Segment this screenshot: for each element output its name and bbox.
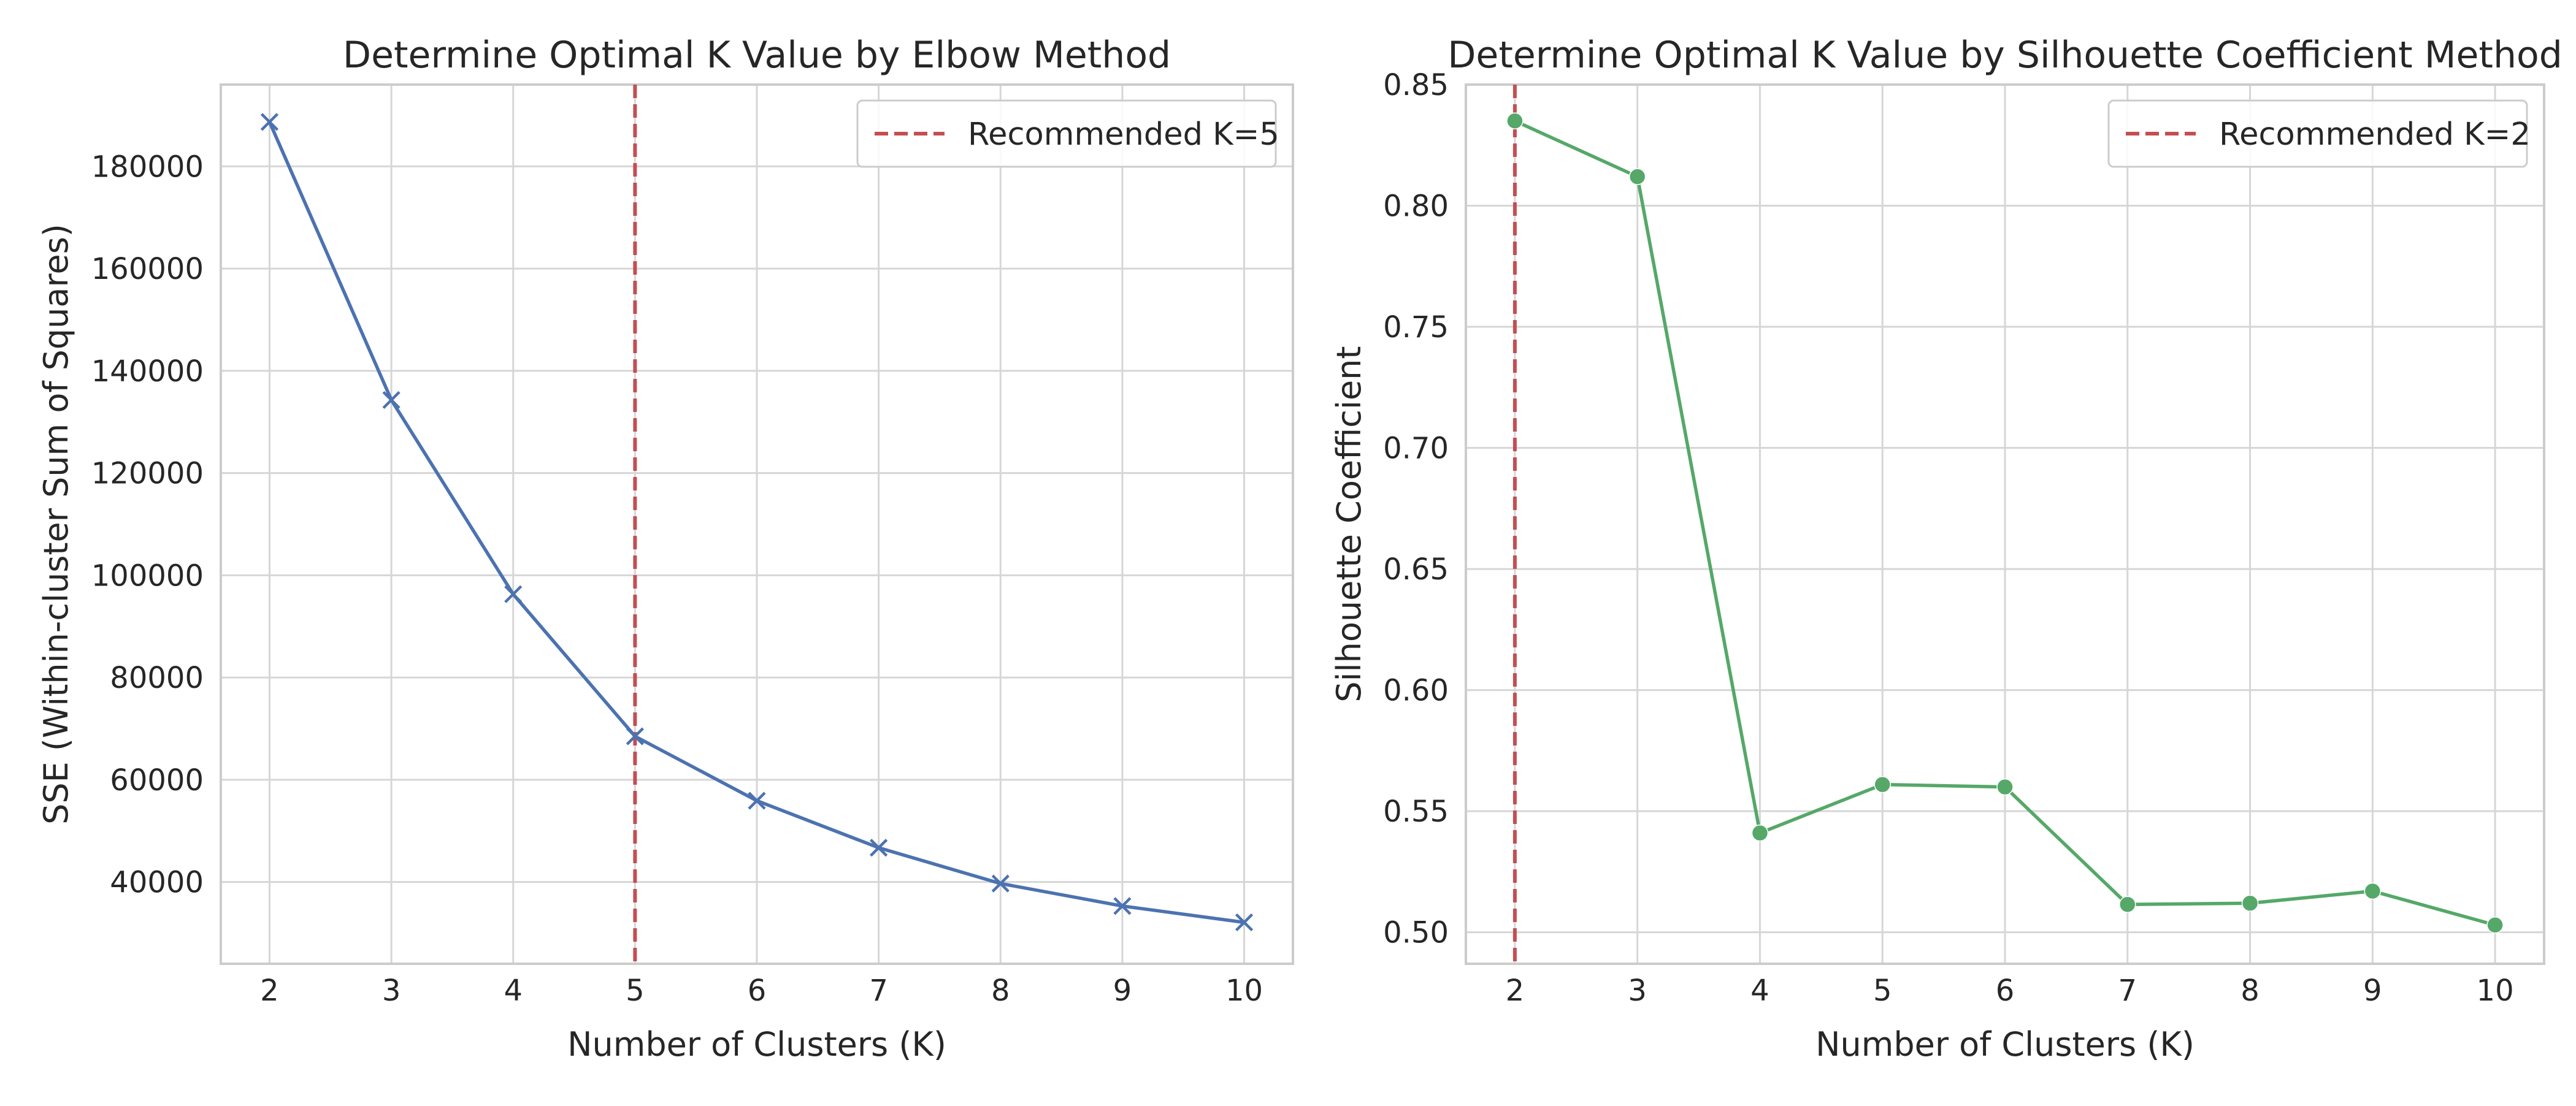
data-point-marker: [748, 791, 766, 810]
chart-panel-2: 2 3 4 5 6 7 8 9 10 0.50 0.55 0.60 0.65 0.70 0.75 0.80 0.…: [1330, 34, 2563, 1064]
x-tick-label: 6: [1996, 974, 2015, 1008]
marker-stroke: [260, 113, 279, 131]
plot-frame: [1465, 83, 2545, 965]
data-point-marker: [260, 113, 279, 131]
marker-stroke: [1235, 913, 1254, 932]
data-point-marker: [1628, 168, 1646, 185]
data-point-marker: [991, 874, 1010, 893]
x-tick-label: 7: [2118, 974, 2137, 1008]
x-tick-label: 5: [1873, 974, 1892, 1008]
y-tick-label: 60000: [110, 763, 204, 798]
legend-box: [2107, 99, 2528, 168]
y-tick-label: 0.50: [1383, 916, 1449, 950]
y-tick-label: 180000: [91, 150, 204, 184]
y-tick-label: 120000: [91, 457, 204, 491]
chart-panel-1: 2 3 4 5 6 7 8 9 10 40000 60000 80000 100000 120000 140…: [37, 34, 1294, 1064]
marker-stroke: [626, 727, 644, 746]
x-tick-label: 2: [1506, 974, 1525, 1008]
data-point-marker: [1751, 824, 1769, 842]
x-tick-label: 9: [1113, 974, 1132, 1008]
marker-stroke: [382, 391, 401, 409]
legend: Recommended K=5: [856, 99, 1279, 168]
x-tick-label: 3: [382, 974, 401, 1008]
y-tick-label: 160000: [91, 252, 204, 286]
y-tick-label: 0.70: [1383, 432, 1449, 466]
data-point-marker: [1996, 778, 2014, 796]
data-point-marker: [870, 839, 888, 857]
data-point-marker: [504, 585, 523, 603]
x-tick-label: 2: [260, 974, 279, 1008]
chart-title: Determine Optimal K Value by Elbow Metho…: [343, 34, 1171, 77]
marker-stroke: [1113, 897, 1132, 915]
x-tick-label: 5: [626, 974, 645, 1008]
y-tick-label: 0.85: [1383, 68, 1449, 102]
data-point-marker: [626, 727, 644, 746]
marker-stroke: [504, 585, 523, 603]
x-axis-label: Number of Clusters (K): [1815, 1025, 2195, 1064]
chart-title: Determine Optimal K Value by Silhouette …: [1447, 34, 2563, 77]
legend: Recommended K=2: [2107, 99, 2531, 168]
y-axis-label: Silhouette Coefficient: [1330, 346, 1368, 702]
plot-frame: [220, 83, 1294, 965]
x-tick-label: 6: [748, 974, 767, 1008]
x-tick-label: 7: [869, 974, 888, 1008]
x-tick-label: 4: [1750, 974, 1769, 1008]
marker-stroke: [748, 791, 766, 810]
x-axis-label: Number of Clusters (K): [567, 1025, 946, 1064]
y-tick-label: 0.80: [1383, 189, 1449, 224]
x-tick-label: 4: [504, 974, 523, 1008]
data-point-marker: [2364, 882, 2382, 900]
data-point-marker: [1113, 897, 1132, 915]
y-tick-label: 140000: [91, 354, 204, 389]
data-point-marker: [2486, 917, 2504, 934]
y-tick-label: 0.65: [1383, 552, 1449, 587]
data-point-marker: [2241, 894, 2259, 912]
x-tick-label: 8: [991, 974, 1010, 1008]
x-tick-label: 3: [1628, 974, 1647, 1008]
x-tick-label: 9: [2363, 974, 2382, 1008]
legend-box: [856, 99, 1277, 168]
y-tick-label: 40000: [110, 866, 204, 900]
data-point-marker: [1506, 112, 1524, 130]
y-tick-label: 80000: [110, 661, 204, 695]
legend-label: Recommended K=2: [2219, 116, 2531, 153]
y-tick-label: 0.60: [1383, 674, 1449, 708]
data-point-marker: [382, 391, 401, 409]
x-tick-label: 10: [1225, 974, 1263, 1008]
y-tick-label: 0.75: [1383, 310, 1449, 345]
data-point-marker: [2119, 896, 2136, 913]
x-tick-label: 8: [2241, 974, 2260, 1008]
data-point-marker: [1874, 776, 1891, 793]
legend-label: Recommended K=5: [968, 116, 1279, 153]
y-axis-label: SSE (Within-cluster Sum of Squares): [37, 224, 75, 825]
y-tick-label: 0.55: [1383, 795, 1449, 829]
data-point-marker: [1235, 913, 1254, 932]
marker-stroke: [870, 839, 888, 857]
y-tick-label: 100000: [91, 559, 204, 593]
marker-stroke: [991, 874, 1010, 893]
x-tick-label: 10: [2477, 974, 2514, 1008]
